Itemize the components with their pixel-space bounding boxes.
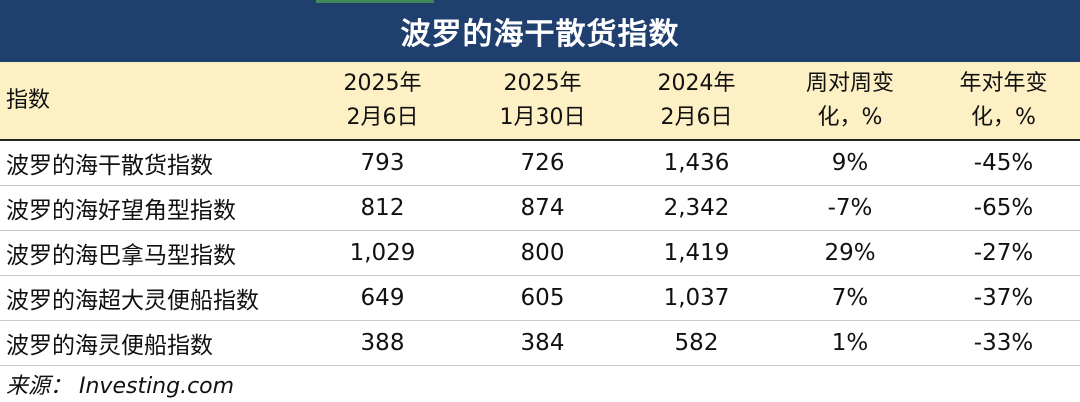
- table-cell: -33%: [927, 320, 1080, 366]
- table-cell: 384: [465, 320, 620, 366]
- title-accent-line: [316, 0, 434, 3]
- table-cell: 800: [465, 230, 620, 276]
- header-line: 2月6日: [660, 104, 733, 130]
- table-cell: 793: [300, 140, 465, 186]
- table-cell: 649: [300, 275, 465, 321]
- table-cell: 7%: [773, 275, 927, 321]
- table-cell: -65%: [927, 185, 1080, 231]
- header-col-2025-feb6: 2025年 2月6日: [300, 62, 465, 141]
- table-cell: -37%: [927, 275, 1080, 321]
- table-cell: 388: [300, 320, 465, 366]
- table-row: 波罗的海巴拿马型指数 1,029 800 1,419 29% -27%: [0, 230, 1080, 276]
- table-cell: 29%: [773, 230, 927, 276]
- table-cell: 726: [465, 140, 620, 186]
- title-bar: 波罗的海干散货指数: [0, 0, 1080, 62]
- header-line: 2024年: [657, 70, 736, 96]
- header-col-2025-jan30: 2025年 1月30日: [465, 62, 620, 141]
- table-row: 波罗的海好望角型指数 812 874 2,342 -7% -65%: [0, 185, 1080, 231]
- header-line: 2月6日: [346, 104, 419, 130]
- row-label: 波罗的海巴拿马型指数: [0, 230, 300, 276]
- table-cell: 1,037: [620, 275, 773, 321]
- header-line: 1月30日: [499, 104, 586, 130]
- header-line: 2025年: [503, 70, 582, 96]
- table-cell: -7%: [773, 185, 927, 231]
- table-cell: 582: [620, 320, 773, 366]
- table-row: 波罗的海超大灵便船指数 649 605 1,037 7% -37%: [0, 275, 1080, 321]
- index-table: 指数 2025年 2月6日 2025年 1月30日 2024年 2月6日 周对周…: [0, 62, 1080, 366]
- header-line: 年对年变: [959, 70, 1048, 96]
- table-cell: 2,342: [620, 185, 773, 231]
- table-cell: 1,436: [620, 140, 773, 186]
- row-label: 波罗的海灵便船指数: [0, 320, 300, 366]
- header-col-2024-feb6: 2024年 2月6日: [620, 62, 773, 141]
- table-title: 波罗的海干散货指数: [400, 17, 680, 52]
- row-label: 波罗的海超大灵便船指数: [0, 275, 300, 321]
- table-cell: 9%: [773, 140, 927, 186]
- table-cell: 1,029: [300, 230, 465, 276]
- header-line: 化，%: [971, 104, 1036, 130]
- table-cell: 1,419: [620, 230, 773, 276]
- header-line: 化，%: [817, 104, 883, 130]
- header-line: 2025年: [343, 70, 422, 96]
- source-note: 来源： Investing.com: [6, 374, 235, 399]
- row-label: 波罗的海干散货指数: [0, 140, 300, 186]
- header-line: 周对周变: [805, 70, 894, 96]
- header-col-wow-change: 周对周变 化，%: [773, 62, 927, 141]
- table-row: 波罗的海干散货指数 793 726 1,436 9% -45%: [0, 140, 1080, 186]
- table-row: 波罗的海灵便船指数 388 384 582 1% -33%: [0, 320, 1080, 366]
- header-index-label: 指数: [0, 62, 300, 141]
- table-cell: 812: [300, 185, 465, 231]
- table-cell: -45%: [927, 140, 1080, 186]
- header-col-yoy-change: 年对年变 化，%: [927, 62, 1080, 141]
- table-cell: -27%: [927, 230, 1080, 276]
- header-row: 指数 2025年 2月6日 2025年 1月30日 2024年 2月6日 周对周…: [0, 62, 1080, 141]
- table-cell: 1%: [773, 320, 927, 366]
- table-cell: 874: [465, 185, 620, 231]
- row-label: 波罗的海好望角型指数: [0, 185, 300, 231]
- table-cell: 605: [465, 275, 620, 321]
